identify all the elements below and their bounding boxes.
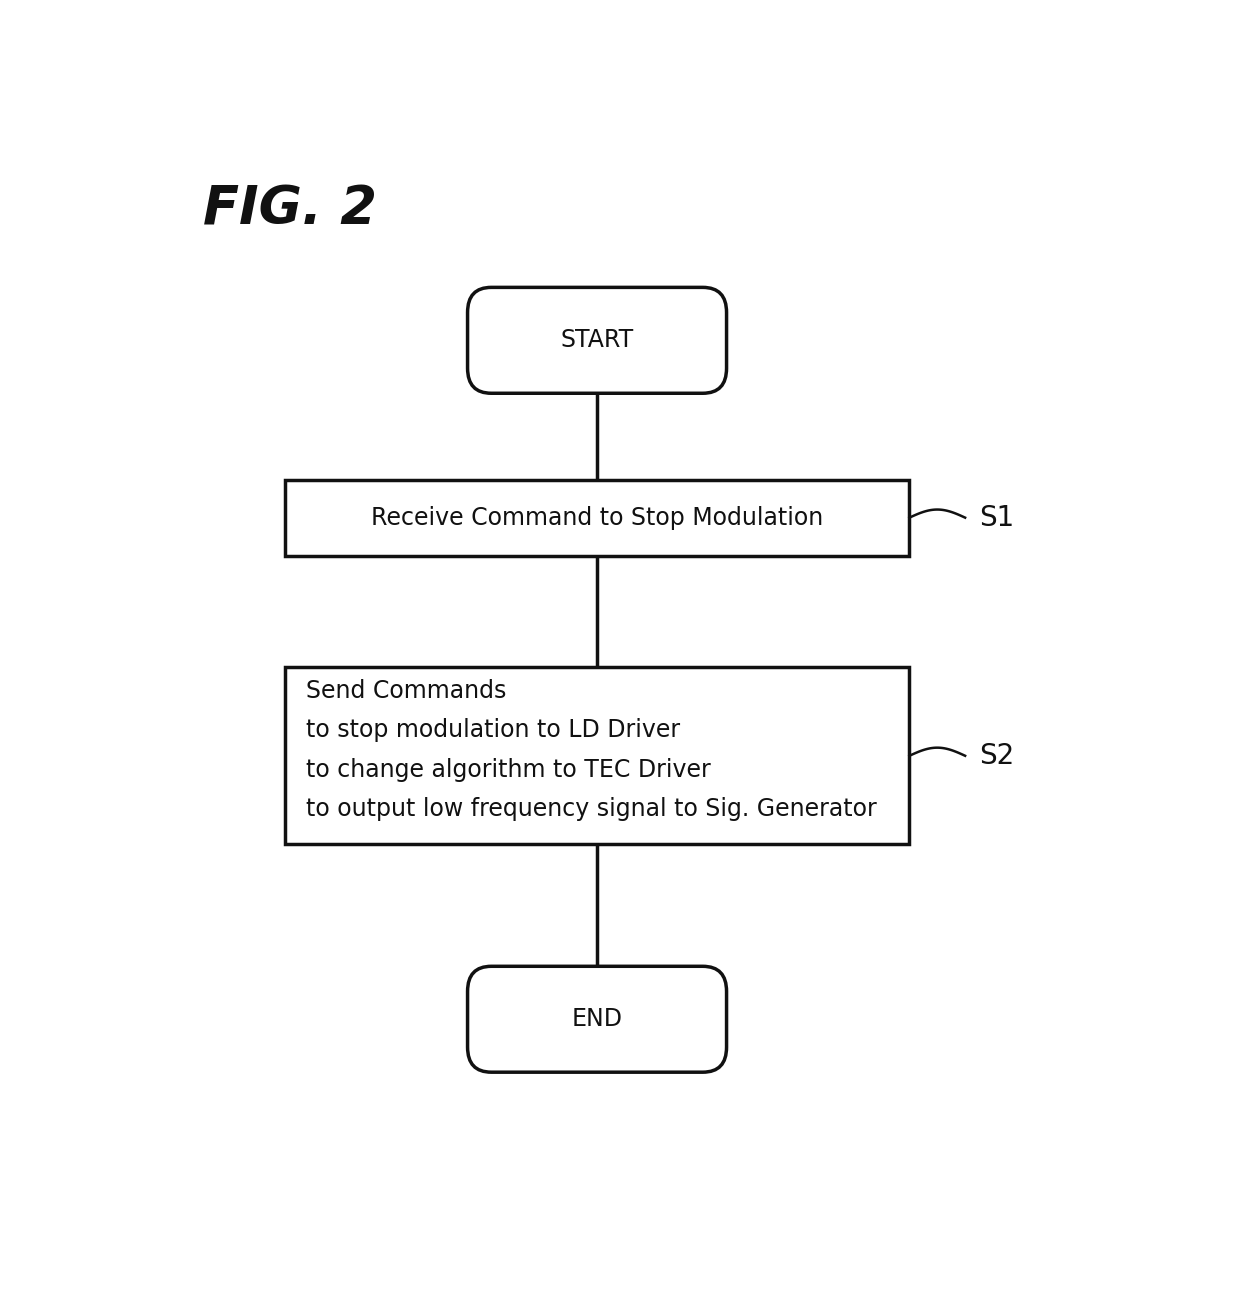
Text: END: END bbox=[572, 1007, 622, 1032]
Text: S2: S2 bbox=[980, 742, 1014, 770]
FancyBboxPatch shape bbox=[467, 966, 727, 1073]
Text: S1: S1 bbox=[980, 504, 1014, 532]
Text: START: START bbox=[560, 328, 634, 353]
Bar bbox=[285, 667, 909, 845]
Text: Send Commands: Send Commands bbox=[306, 679, 506, 703]
Text: Receive Command to Stop Modulation: Receive Command to Stop Modulation bbox=[371, 505, 823, 529]
Text: to output low frequency signal to Sig. Generator: to output low frequency signal to Sig. G… bbox=[306, 797, 877, 821]
Text: to stop modulation to LD Driver: to stop modulation to LD Driver bbox=[306, 719, 680, 742]
FancyBboxPatch shape bbox=[467, 287, 727, 393]
Text: FIG. 2: FIG. 2 bbox=[203, 183, 377, 236]
Text: to change algorithm to TEC Driver: to change algorithm to TEC Driver bbox=[306, 758, 711, 782]
Bar bbox=[285, 479, 909, 555]
